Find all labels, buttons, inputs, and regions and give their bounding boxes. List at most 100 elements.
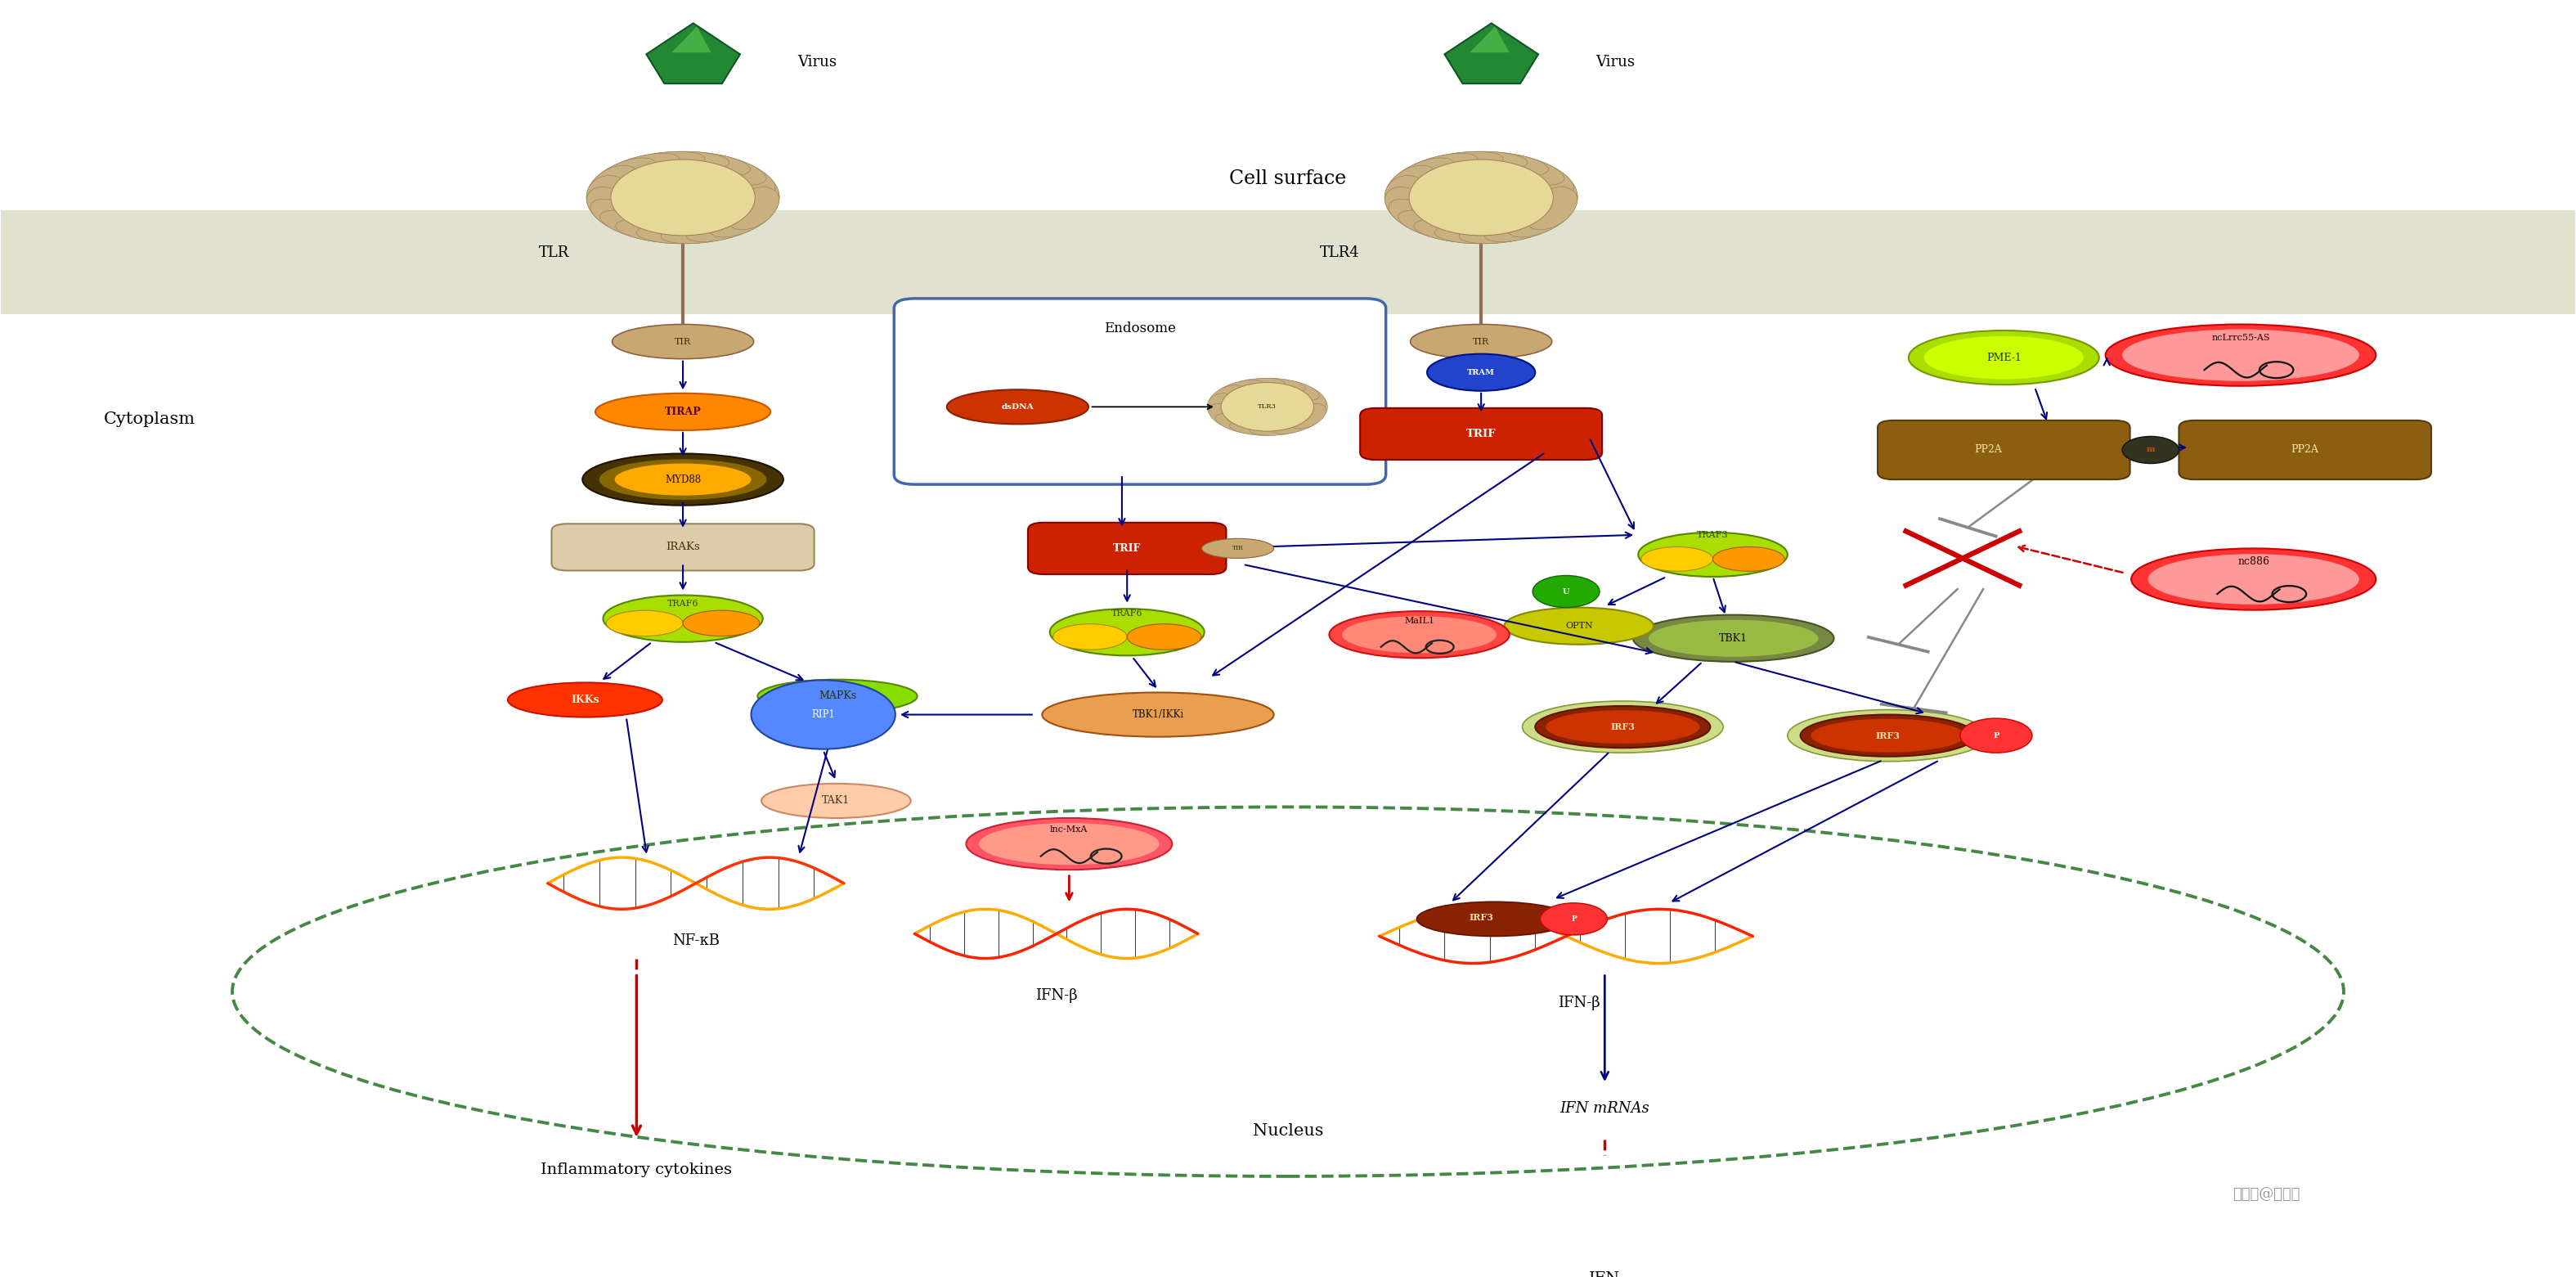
Ellipse shape xyxy=(1221,383,1314,432)
Ellipse shape xyxy=(1409,324,1551,359)
Ellipse shape xyxy=(636,152,729,174)
Circle shape xyxy=(752,681,896,750)
Ellipse shape xyxy=(1525,186,1577,230)
Ellipse shape xyxy=(1713,547,1785,571)
FancyBboxPatch shape xyxy=(1878,420,2130,479)
Ellipse shape xyxy=(2123,329,2360,381)
Polygon shape xyxy=(647,23,739,83)
Text: TRAF6: TRAF6 xyxy=(1110,609,1144,618)
Ellipse shape xyxy=(685,211,765,241)
Ellipse shape xyxy=(1342,616,1497,653)
Ellipse shape xyxy=(1458,218,1548,244)
Polygon shape xyxy=(1445,23,1538,83)
Circle shape xyxy=(1540,903,1607,935)
Ellipse shape xyxy=(1435,222,1528,244)
Text: TBK1/IKKi: TBK1/IKKi xyxy=(1133,709,1185,720)
Ellipse shape xyxy=(1208,384,1247,410)
Text: IFN mRNAs: IFN mRNAs xyxy=(1561,1101,1649,1116)
Text: RIP1: RIP1 xyxy=(811,709,835,720)
Ellipse shape xyxy=(1388,158,1455,195)
Text: TLR3: TLR3 xyxy=(1257,404,1278,410)
Ellipse shape xyxy=(1427,354,1535,391)
Ellipse shape xyxy=(708,158,775,195)
Text: TRIF: TRIF xyxy=(1466,429,1497,439)
Ellipse shape xyxy=(1414,152,1502,176)
Ellipse shape xyxy=(1399,211,1479,241)
FancyBboxPatch shape xyxy=(1028,522,1226,575)
Ellipse shape xyxy=(1788,710,1989,761)
Text: TIRAP: TIRAP xyxy=(665,406,701,418)
Ellipse shape xyxy=(1535,706,1710,748)
Text: Inflammatory cytokines: Inflammatory cytokines xyxy=(541,1163,732,1177)
Ellipse shape xyxy=(662,152,750,176)
Ellipse shape xyxy=(1288,384,1327,410)
Text: IFN-β: IFN-β xyxy=(1558,995,1600,1010)
Text: U: U xyxy=(1564,587,1569,595)
Ellipse shape xyxy=(1383,175,1430,220)
Ellipse shape xyxy=(1522,701,1723,753)
Ellipse shape xyxy=(603,595,762,642)
Ellipse shape xyxy=(616,218,706,244)
Ellipse shape xyxy=(1270,379,1319,401)
Ellipse shape xyxy=(590,199,657,238)
Circle shape xyxy=(1533,576,1600,608)
Text: TRAM: TRAM xyxy=(1468,369,1494,375)
Text: PP2A: PP2A xyxy=(2290,444,2318,455)
Ellipse shape xyxy=(1229,420,1285,435)
Ellipse shape xyxy=(1649,619,1819,656)
Ellipse shape xyxy=(605,610,683,636)
Ellipse shape xyxy=(2148,554,2360,604)
FancyBboxPatch shape xyxy=(894,299,1386,484)
Ellipse shape xyxy=(600,460,768,499)
Ellipse shape xyxy=(1638,533,1788,577)
Ellipse shape xyxy=(1909,331,2099,384)
Text: TLR4: TLR4 xyxy=(1319,245,1360,261)
Text: Cytoplasm: Cytoplasm xyxy=(103,411,196,427)
Text: 搜狐号@基因狐: 搜狐号@基因狐 xyxy=(2233,1188,2300,1202)
Text: TIR: TIR xyxy=(1231,545,1244,552)
Polygon shape xyxy=(1471,27,1510,52)
Ellipse shape xyxy=(2130,548,2375,610)
Ellipse shape xyxy=(1417,902,1571,936)
Text: lnc-MxA: lnc-MxA xyxy=(1051,825,1087,833)
Text: IFN-β: IFN-β xyxy=(1036,988,1077,1002)
Ellipse shape xyxy=(1288,404,1327,429)
Text: MAPKs: MAPKs xyxy=(819,691,855,701)
Ellipse shape xyxy=(966,819,1172,870)
Text: nc886: nc886 xyxy=(2239,557,2269,567)
Ellipse shape xyxy=(1484,211,1564,241)
Text: IKKs: IKKs xyxy=(572,695,600,705)
Ellipse shape xyxy=(979,822,1159,865)
FancyBboxPatch shape xyxy=(2179,420,2432,479)
Ellipse shape xyxy=(616,152,706,176)
Ellipse shape xyxy=(1409,160,1553,235)
Ellipse shape xyxy=(1208,393,1239,420)
Ellipse shape xyxy=(726,165,778,208)
Ellipse shape xyxy=(685,153,765,185)
Ellipse shape xyxy=(1229,378,1285,393)
Text: IRAKs: IRAKs xyxy=(665,541,701,553)
Ellipse shape xyxy=(507,683,662,718)
Ellipse shape xyxy=(1249,378,1306,393)
Ellipse shape xyxy=(948,389,1090,424)
Ellipse shape xyxy=(1924,336,2084,379)
Text: IRF3: IRF3 xyxy=(1875,730,1901,741)
FancyBboxPatch shape xyxy=(1360,409,1602,460)
Circle shape xyxy=(1960,719,2032,753)
Text: IFN: IFN xyxy=(1589,1271,1620,1277)
Ellipse shape xyxy=(1633,616,1834,661)
Ellipse shape xyxy=(2105,324,2375,386)
Ellipse shape xyxy=(1051,609,1206,655)
Ellipse shape xyxy=(1216,414,1265,434)
Ellipse shape xyxy=(1546,710,1700,743)
Ellipse shape xyxy=(1128,624,1200,650)
Text: PME-1: PME-1 xyxy=(1986,352,2022,363)
Text: PP2A: PP2A xyxy=(1976,444,2002,455)
Ellipse shape xyxy=(1054,624,1128,650)
FancyBboxPatch shape xyxy=(0,209,2576,314)
FancyBboxPatch shape xyxy=(551,524,814,571)
Ellipse shape xyxy=(582,453,783,506)
Ellipse shape xyxy=(1270,414,1319,434)
Text: TBK1: TBK1 xyxy=(1718,633,1747,644)
Text: NF-κB: NF-κB xyxy=(672,933,719,949)
